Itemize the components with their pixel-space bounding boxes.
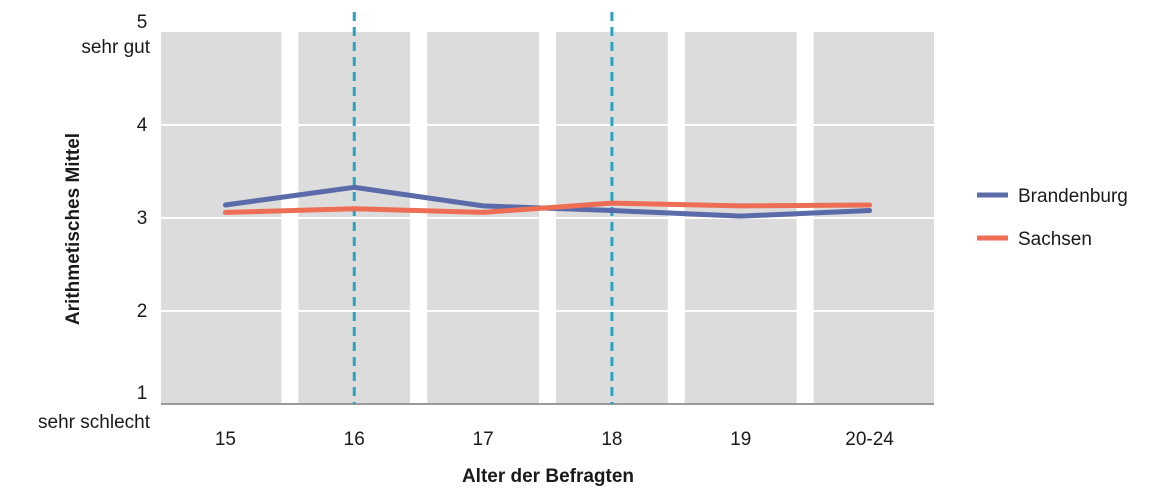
x-tick-label-20-24: 20-24 <box>845 429 894 450</box>
grid-lines <box>161 124 934 312</box>
x-tick-label-17: 17 <box>473 429 494 450</box>
legend-label-brandenburg: Brandenburg <box>1018 186 1128 207</box>
legend: Brandenburg Sachsen <box>977 186 1128 250</box>
x-axis-title: Alter der Befragten <box>462 466 634 487</box>
x-tick-label-19: 19 <box>730 429 751 450</box>
x-tick-label-15: 15 <box>215 429 236 450</box>
y-tick-labels: 5 sehr gut 4 3 2 1 sehr schlecht <box>38 12 151 433</box>
y-tick-label-1: 1 <box>137 383 148 404</box>
x-tick-labels: 15 16 17 18 19 20-24 <box>215 429 894 450</box>
series-line-sachsen <box>222 200 873 215</box>
x-tick-label-18: 18 <box>601 429 622 450</box>
series-lines <box>222 184 873 219</box>
y-tick-label-4: 4 <box>137 115 148 136</box>
legend-label-sachsen: Sachsen <box>1018 229 1092 250</box>
y-tick-label-5: 5 <box>137 12 148 33</box>
y-tick-label-3: 3 <box>137 208 148 229</box>
x-tick-label-16: 16 <box>344 429 365 450</box>
y-tick-sublabel-5: sehr gut <box>81 37 150 58</box>
y-tick-sublabel-1: sehr schlecht <box>38 412 151 433</box>
y-axis-title: Arithmetisches Mittel <box>63 133 84 325</box>
y-tick-label-2: 2 <box>137 301 148 322</box>
